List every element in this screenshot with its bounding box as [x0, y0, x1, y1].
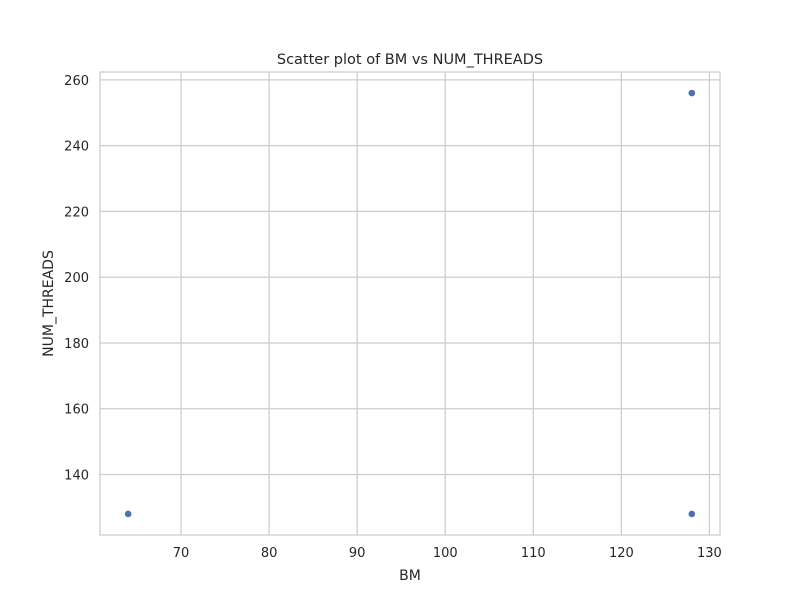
x-tick-label: 70 [173, 546, 190, 561]
x-tick-label: 110 [521, 546, 546, 561]
y-tick-label: 260 [64, 74, 89, 89]
y-tick-label: 220 [64, 205, 89, 220]
plot-area-frame [99, 71, 721, 536]
y-tick-label: 160 [64, 403, 89, 418]
data-point [124, 510, 133, 518]
y-tick-label: 180 [64, 337, 89, 352]
chart-title: Scatter plot of BM vs NUM_THREADS [277, 52, 543, 68]
y-tick-label: 200 [64, 271, 89, 286]
x-tick-label: 90 [349, 546, 366, 561]
data-point [687, 510, 696, 518]
y-axis-label: NUM_THREADS [41, 250, 57, 357]
data-point [687, 89, 696, 97]
y-tick-label: 240 [64, 140, 89, 155]
data-points [124, 89, 696, 518]
x-tick-label: 130 [697, 546, 722, 561]
x-axis-label: BM [399, 568, 421, 584]
grid-layer [100, 72, 720, 535]
tick-labels: 70 80 90 100 110 120 130 140 160 180 200 220 240 260 [64, 74, 722, 561]
x-tick-label: 80 [261, 546, 278, 561]
x-tick-label: 100 [433, 546, 458, 561]
y-tick-label: 140 [64, 468, 89, 483]
x-tick-label: 120 [609, 546, 634, 561]
